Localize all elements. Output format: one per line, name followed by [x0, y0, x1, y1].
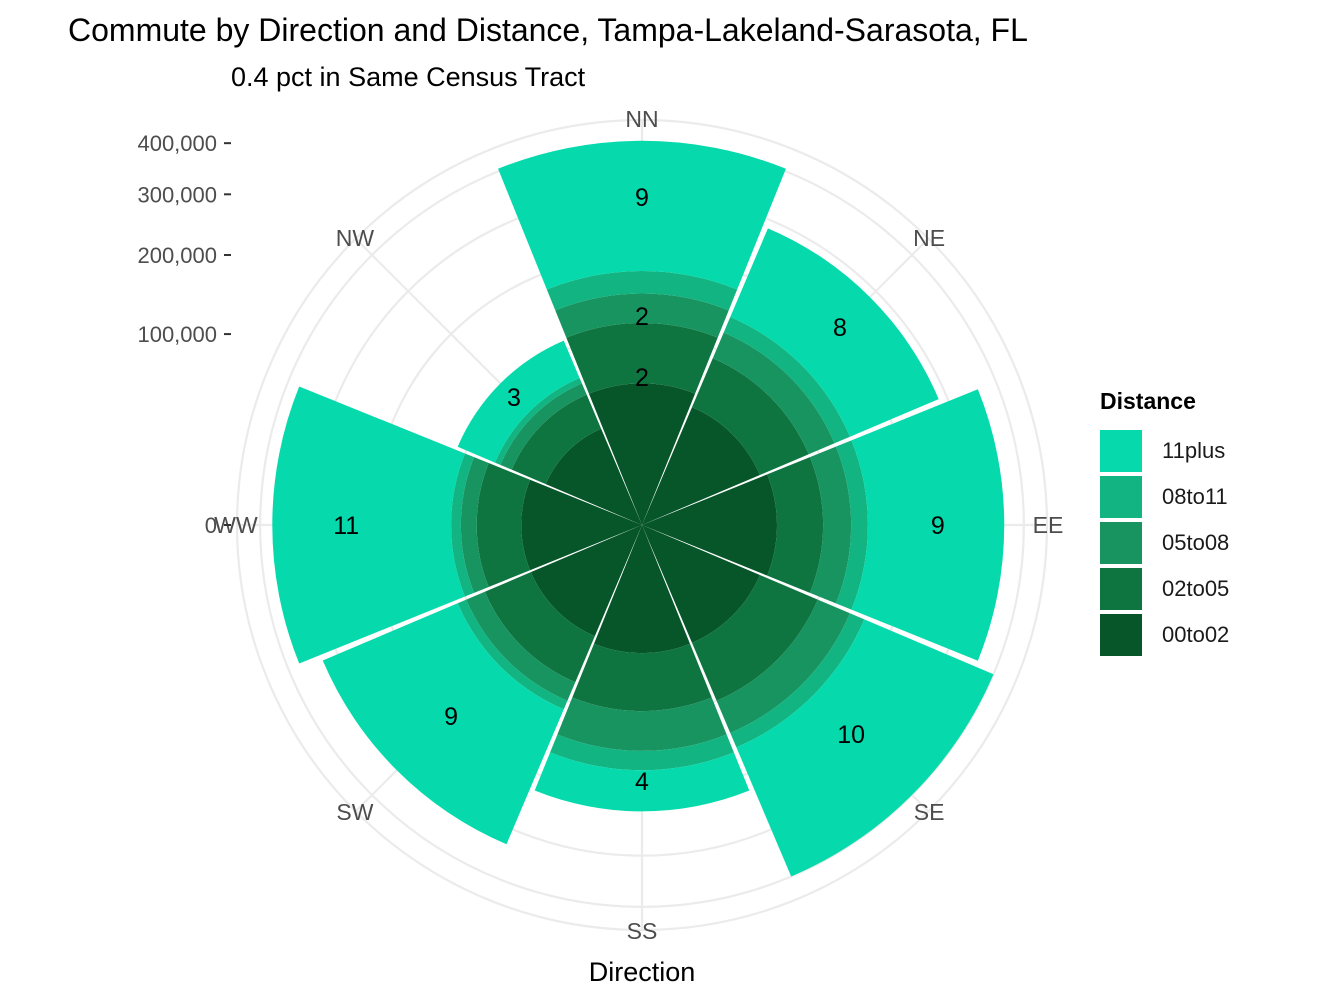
- bar-segment-se-11plus: [736, 619, 994, 877]
- legend-item-08to11: 08to11: [1100, 474, 1229, 520]
- direction-label-ss: SS: [627, 918, 658, 944]
- bar-segment-nw-02to05: [511, 394, 602, 485]
- bar-segment-ne-05to08: [712, 332, 835, 455]
- y-tick-label: 300,000: [137, 182, 217, 207]
- bar-segment-ne-00to02: [642, 407, 760, 525]
- bar-segment-nn-11plus: [498, 140, 786, 290]
- bar-label: 10: [837, 721, 865, 749]
- bar-label: 11: [333, 512, 359, 540]
- direction-label-se: SE: [914, 799, 945, 825]
- bar-label: 8: [833, 314, 847, 342]
- bar-segment-nw-00to02: [545, 428, 642, 525]
- legend-swatch: [1100, 430, 1142, 472]
- y-axis: 0 100,000 200,000 300,000 400,000: [137, 131, 231, 538]
- y-tick-label: 400,000: [137, 131, 217, 156]
- legend-item-00to02: 00to02: [1100, 612, 1229, 658]
- bar-segment-ee-11plus: [851, 389, 1005, 661]
- bar-segment-ww-00to02: [521, 479, 642, 571]
- legend-item-05to08: 05to08: [1100, 520, 1229, 566]
- bar-segment-sw-05to08: [466, 591, 576, 701]
- legend-label: 05to08: [1162, 530, 1230, 555]
- bar-segment-sw-00to02: [530, 525, 642, 637]
- direction-label-nw: NW: [336, 225, 375, 251]
- legend-items: 11plus 08to11 05to08 02to05 00to02: [1100, 428, 1229, 658]
- bar-segment-ee-05to08: [809, 446, 852, 604]
- direction-label-ww: WW: [214, 512, 258, 538]
- bar-segment-ne-11plus: [730, 228, 939, 437]
- bar-segment-nn-00to02: [588, 383, 696, 525]
- bar-label: 4: [635, 768, 649, 796]
- bar-label: 2: [635, 303, 649, 331]
- legend-swatch: [1100, 568, 1142, 610]
- chart-title: Commute by Direction and Distance, Tampa…: [68, 12, 1028, 48]
- direction-label-nn: NN: [625, 106, 658, 132]
- bar-segment-sw-02to05: [484, 572, 595, 683]
- legend-swatch: [1100, 522, 1142, 564]
- y-tick-label: 200,000: [137, 243, 217, 268]
- legend-swatch: [1100, 614, 1142, 656]
- y-tick-label: 100,000: [137, 322, 217, 347]
- bar-segment-sw-11plus: [322, 603, 564, 845]
- bar-segment-se-02to05: [692, 575, 818, 701]
- chart-subtitle: 0.4 pct in Same Census Tract: [231, 62, 586, 92]
- bar-segment-se-08to11: [730, 613, 865, 748]
- bar-label: 9: [931, 512, 945, 540]
- bar-segment-nn-02to05: [566, 322, 718, 394]
- bar-segment-ne-02to05: [692, 358, 809, 475]
- direction-label-sw: SW: [336, 799, 373, 825]
- y-tick-label: 0: [205, 513, 217, 538]
- bar-segment-ss-05to08: [557, 697, 727, 751]
- legend-swatch: [1100, 476, 1142, 518]
- legend-label: 00to02: [1162, 622, 1230, 647]
- bar-segment-nn-08to11: [546, 270, 738, 311]
- bar-segment-nw-08to11: [494, 377, 582, 465]
- bar-segment-ww-11plus: [272, 386, 465, 664]
- bar-label: 9: [444, 703, 458, 731]
- direction-label-ee: EE: [1033, 512, 1064, 538]
- bar-segment-ww-02to05: [476, 463, 531, 587]
- direction-label-ne: NE: [913, 225, 945, 251]
- bar-segment-ee-08to11: [835, 440, 868, 610]
- bar-segment-ss-11plus: [534, 752, 750, 812]
- legend-item-02to05: 02to05: [1100, 566, 1229, 612]
- legend-label: 11plus: [1162, 438, 1226, 463]
- bar-segment-nw-11plus: [457, 340, 580, 463]
- bar-segment-nw-05to08: [500, 383, 587, 470]
- bar-segment-ee-00to02: [642, 474, 777, 576]
- bar-label: 3: [507, 384, 521, 412]
- legend-label: 08to11: [1162, 484, 1228, 509]
- bar-segment-ss-00to02: [594, 525, 690, 654]
- bar-segment-nn-05to08: [555, 293, 729, 338]
- legend: Distance 11plus 08to11 05to08 02to05 00to02: [1100, 388, 1229, 658]
- legend-label: 02to05: [1162, 576, 1230, 601]
- direction-labels-group: NN NE EE SE SS SW WW NW: [214, 106, 1063, 944]
- bar-segment-ww-05to08: [460, 457, 489, 593]
- legend-title: Distance: [1100, 388, 1196, 414]
- bar-segment-sw-08to11: [457, 599, 568, 710]
- bar-segment-ss-08to11: [550, 734, 734, 771]
- bar-label: 9: [635, 184, 649, 212]
- bar-segment-se-05to08: [716, 599, 850, 733]
- bar-labels-group: 9 2 2 8 9 10 4 9 11 3: [333, 184, 944, 796]
- bar-segment-ww-08to11: [451, 453, 475, 597]
- bars-group: [272, 140, 1005, 877]
- bar-segment-ne-08to11: [723, 317, 850, 444]
- bar-segment-se-00to02: [642, 525, 760, 643]
- bar-label: 2: [635, 364, 649, 392]
- x-axis-title: Direction: [588, 957, 696, 987]
- legend-item-11plus: 11plus: [1100, 428, 1229, 474]
- bar-segment-ss-02to05: [572, 643, 712, 712]
- bar-segment-ee-02to05: [767, 457, 824, 593]
